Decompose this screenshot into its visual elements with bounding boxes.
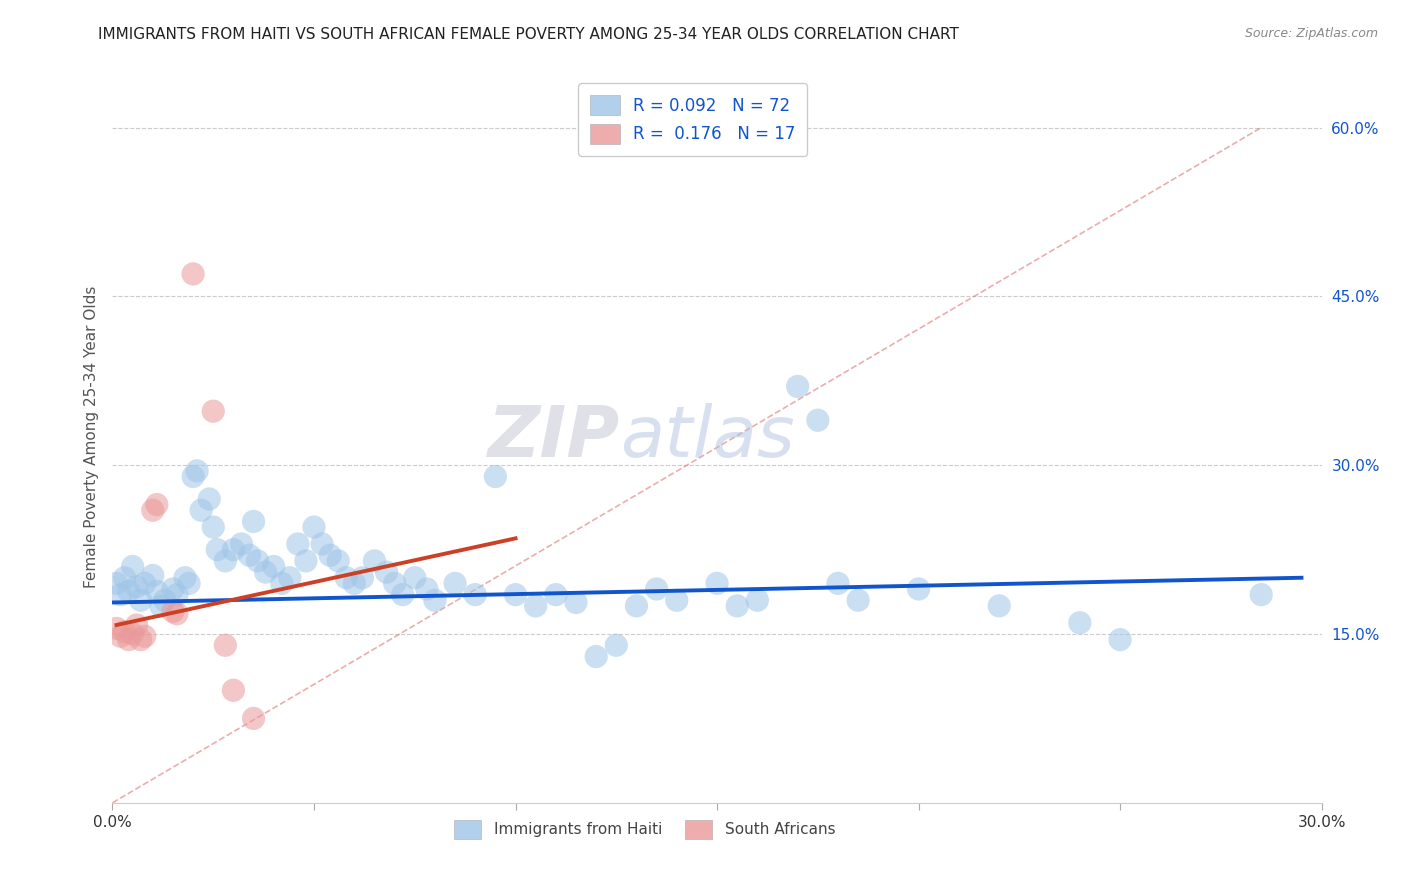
Point	[129, 593, 152, 607]
Point	[149, 599, 172, 613]
Point	[1069, 615, 1091, 630]
Point	[121, 627, 143, 641]
Point	[181, 267, 204, 281]
Point	[125, 580, 148, 594]
Point	[565, 595, 588, 609]
Point	[174, 571, 197, 585]
Point	[1250, 588, 1272, 602]
Point	[626, 599, 648, 613]
Point	[846, 593, 869, 607]
Point	[242, 711, 264, 725]
Point	[343, 576, 366, 591]
Point	[423, 593, 446, 607]
Point	[214, 554, 236, 568]
Point	[706, 576, 728, 591]
Point	[328, 554, 350, 568]
Text: atlas: atlas	[620, 402, 794, 472]
Point	[222, 542, 245, 557]
Text: Source: ZipAtlas.com: Source: ZipAtlas.com	[1244, 27, 1378, 40]
Point	[125, 618, 148, 632]
Point	[121, 559, 143, 574]
Point	[114, 624, 136, 639]
Point	[352, 571, 374, 585]
Point	[246, 554, 269, 568]
Point	[270, 576, 292, 591]
Point	[177, 576, 200, 591]
Point	[162, 605, 184, 619]
Point	[231, 537, 253, 551]
Point	[198, 491, 221, 506]
Point	[416, 582, 439, 596]
Point	[278, 571, 301, 585]
Point	[505, 588, 527, 602]
Point	[207, 542, 229, 557]
Point	[254, 565, 277, 579]
Point	[134, 576, 156, 591]
Point	[404, 571, 426, 585]
Point	[391, 588, 413, 602]
Point	[129, 632, 152, 647]
Point	[146, 584, 169, 599]
Point	[110, 588, 132, 602]
Point	[1109, 632, 1132, 647]
Point	[444, 576, 467, 591]
Point	[186, 464, 208, 478]
Point	[786, 379, 808, 393]
Point	[585, 649, 607, 664]
Text: ZIP: ZIP	[488, 402, 620, 472]
Point	[311, 537, 333, 551]
Point	[302, 520, 325, 534]
Point	[484, 469, 506, 483]
Point	[295, 554, 318, 568]
Point	[214, 638, 236, 652]
Point	[105, 621, 128, 635]
Legend: Immigrants from Haiti, South Africans: Immigrants from Haiti, South Africans	[446, 813, 842, 847]
Point	[153, 593, 176, 607]
Point	[202, 520, 225, 534]
Point	[907, 582, 929, 596]
Point	[110, 629, 132, 643]
Point	[363, 554, 385, 568]
Text: IMMIGRANTS FROM HAITI VS SOUTH AFRICAN FEMALE POVERTY AMONG 25-34 YEAR OLDS CORR: IMMIGRANTS FROM HAITI VS SOUTH AFRICAN F…	[98, 27, 959, 42]
Point	[375, 565, 398, 579]
Point	[117, 632, 139, 647]
Point	[524, 599, 547, 613]
Point	[827, 576, 849, 591]
Y-axis label: Female Poverty Among 25-34 Year Olds: Female Poverty Among 25-34 Year Olds	[83, 286, 98, 588]
Point	[202, 404, 225, 418]
Point	[605, 638, 627, 652]
Point	[988, 599, 1011, 613]
Point	[142, 568, 165, 582]
Point	[287, 537, 309, 551]
Point	[142, 503, 165, 517]
Point	[725, 599, 748, 613]
Point	[190, 503, 212, 517]
Point	[319, 548, 342, 562]
Point	[335, 571, 357, 585]
Point	[134, 629, 156, 643]
Point	[263, 559, 285, 574]
Point	[242, 515, 264, 529]
Point	[238, 548, 260, 562]
Point	[645, 582, 668, 596]
Point	[807, 413, 830, 427]
Point	[665, 593, 688, 607]
Point	[117, 584, 139, 599]
Point	[464, 588, 486, 602]
Point	[747, 593, 769, 607]
Point	[146, 498, 169, 512]
Point	[544, 588, 567, 602]
Point	[222, 683, 245, 698]
Point	[114, 571, 136, 585]
Point	[166, 607, 188, 621]
Point	[162, 582, 184, 596]
Point	[384, 576, 406, 591]
Point	[166, 588, 188, 602]
Point	[181, 469, 204, 483]
Point	[105, 576, 128, 591]
